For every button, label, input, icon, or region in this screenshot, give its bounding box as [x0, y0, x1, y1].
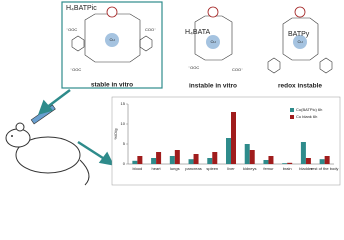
molecule-label: BATPy — [288, 31, 310, 38]
x-tick-label: blood — [132, 166, 142, 171]
arrows — [38, 89, 115, 166]
molecule-caption: stable in vitro — [91, 82, 133, 89]
bar — [226, 138, 231, 164]
x-tick-label: femur — [263, 166, 274, 171]
bar — [324, 156, 330, 164]
bar — [156, 152, 162, 164]
bar — [249, 150, 255, 164]
bar — [193, 154, 199, 164]
y-tick-label: 5 — [123, 141, 126, 146]
molecule-label: H₄BATPic — [66, 5, 97, 12]
bar — [169, 156, 175, 164]
bar — [287, 162, 293, 164]
y-tick-label: 0 — [123, 161, 126, 166]
x-tick-label: pancreas — [185, 166, 201, 171]
x-tick-label: rest of the body — [311, 166, 339, 171]
ligand-label: ⁻OOC — [66, 27, 77, 32]
ligand-label: ⁻OOC — [70, 67, 81, 72]
bar — [244, 144, 250, 164]
ligand-label: COO⁻ — [145, 27, 156, 32]
y-axis-label: %ID/g — [113, 129, 118, 140]
y-tick-label: 10 — [121, 121, 126, 126]
legend-swatch — [290, 108, 294, 112]
bar — [282, 163, 288, 164]
bar — [207, 158, 213, 164]
x-tick-label: liver — [227, 166, 235, 171]
y-tick-label: 15 — [121, 101, 126, 106]
x-tick-label: heart — [152, 166, 162, 171]
molecule-label: H₄BATA — [185, 29, 210, 36]
bar — [231, 112, 236, 164]
metal-label: Cu — [210, 39, 215, 44]
x-tick-label: brain — [283, 166, 292, 171]
bar — [212, 152, 218, 164]
legend-label: Cu blank 6h — [296, 114, 317, 119]
metal-label: Cu — [109, 37, 114, 42]
x-tick-label: lungs — [170, 166, 180, 171]
highlight-box — [61, 1, 163, 89]
molecule-caption: redox instable — [278, 83, 322, 90]
bar — [268, 156, 274, 164]
bar — [174, 150, 180, 164]
figure: H₄BATPic stable in vitro Cu ⁻OOC COO⁻ ⁻OOC H₄B… — [5, 1, 341, 186]
x-tick-label: spleen — [206, 166, 218, 171]
legend-label: Cu(BATPic) 6h — [296, 107, 322, 112]
bar — [319, 159, 325, 164]
mouse — [5, 104, 90, 186]
bar — [137, 156, 143, 164]
legend-swatch — [290, 115, 294, 119]
bar — [188, 159, 194, 164]
bar — [263, 160, 269, 164]
bar — [305, 158, 311, 164]
ligand-label: ⁻OOC — [188, 65, 199, 70]
molecule-caption: instable in vitro — [189, 83, 237, 90]
bar — [132, 160, 138, 164]
metal-label: Cu — [297, 39, 302, 44]
bar — [151, 158, 157, 164]
ligand-label: COO⁻ — [232, 67, 243, 72]
x-tick-label: bladder — [299, 166, 313, 171]
x-tick-label: kidneys — [243, 166, 257, 171]
bar — [300, 142, 306, 164]
molecule-drawings — [71, 6, 333, 74]
